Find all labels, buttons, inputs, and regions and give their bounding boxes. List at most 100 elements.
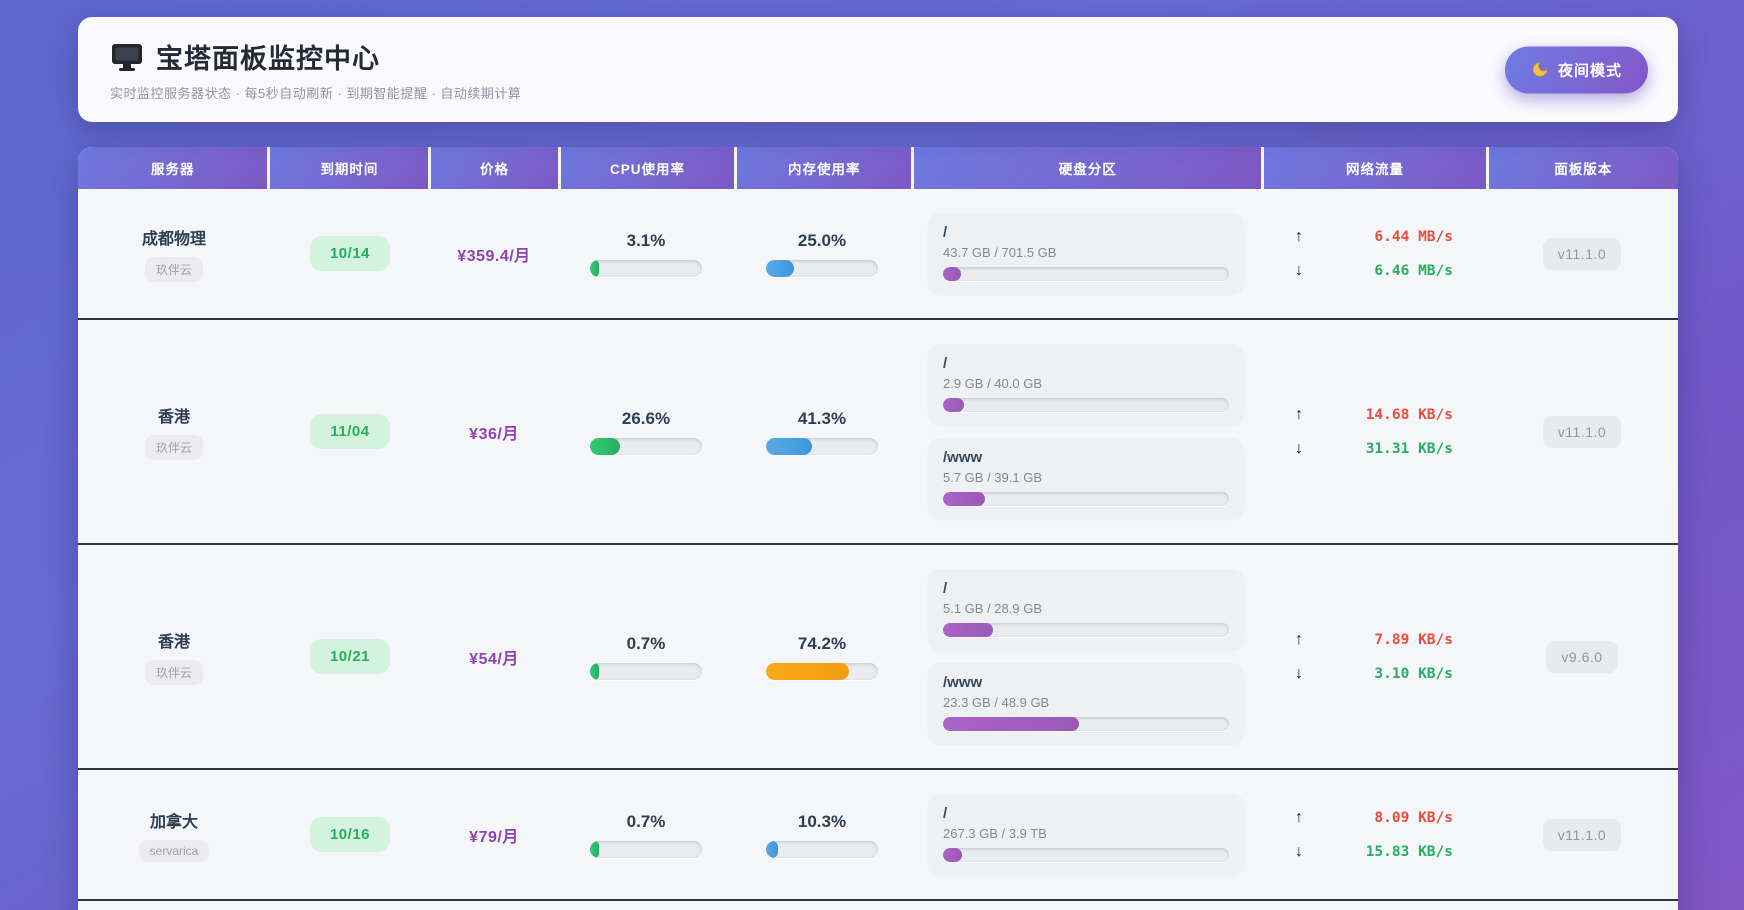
network-cell: ↑ 14.68 KB/s ↓ 31.31 KB/s [1262,406,1486,458]
table-header-row: 服务器 到期时间 价格 CPU使用率 内存使用率 硬盘分区 网络流量 面板版本 [78,147,1678,189]
server-cell: 香港 玖伴云 [78,403,270,460]
disk-usage-text: 5.1 GB / 28.9 GB [943,601,1042,616]
download-arrow-icon: ↓ [1295,261,1303,279]
disk-mount-point: / [943,580,948,597]
memory-progress-bar [766,259,878,277]
disk-mount-point: /www [943,674,983,691]
price-text: ¥54/月 [469,650,519,668]
disk-cell: / 5.1 GB / 28.9 GB /www 23.3 GB / 48.9 G… [910,569,1262,744]
server-name: 香港 [157,634,190,651]
table-row: 加拿大 servarica 10/16 ¥79/月 0.7% 10.3% / 2… [78,768,1678,899]
disk-progress-bar [943,848,1229,862]
version-cell: v11.1.0 [1486,415,1678,448]
disk-usage-text: 2.9 GB / 40.0 GB [943,376,1042,391]
cpu-percent: 26.6% [621,408,671,428]
disk-partition-card: / 267.3 GB / 3.9 TB [928,794,1244,875]
cpu-cell: 3.1% [558,231,734,277]
cpu-progress-bar [590,259,702,277]
cpu-cell: 0.7% [558,812,734,858]
column-header: 网络流量 [1264,147,1486,189]
download-line: ↓ 31.31 KB/s [1295,440,1453,458]
panel-version-badge: v9.6.0 [1546,640,1618,673]
column-header: 服务器 [78,147,268,189]
table-row: 香港 玖伴云 10/21 ¥54/月 0.7% 74.2% / 5.1 GB /… [78,543,1678,768]
memory-percent: 41.3% [797,408,847,428]
upload-speed: 7.89 KB/s [1374,631,1453,648]
upload-arrow-icon: ↑ [1295,808,1303,826]
moon-icon [1531,61,1549,79]
server-cell: 成都物理 玖伴云 [78,225,270,282]
price-text: ¥36/月 [469,425,519,443]
upload-speed: 6.44 MB/s [1374,228,1453,245]
expiry-badge: 10/16 [309,817,391,852]
download-line: ↓ 6.46 MB/s [1295,262,1453,280]
memory-percent: 74.2% [797,633,847,653]
upload-line: ↑ 6.44 MB/s [1295,228,1453,246]
price-text: ¥79/月 [469,828,519,846]
page-subtitle: 实时监控服务器状态 · 每5秒自动刷新 · 到期智能提醒 · 自动续期计算 [110,86,522,101]
disk-progress-bar [943,492,1229,506]
disk-progress-fill [943,267,961,281]
provider-badge: servarica [138,839,210,862]
upload-speed: 14.68 KB/s [1365,406,1453,423]
panel-version-badge: v11.1.0 [1542,415,1622,448]
provider-badge: 玖伴云 [144,660,203,685]
disk-usage-text: 267.3 GB / 3.9 TB [943,826,1047,841]
server-name: 成都物理 [141,231,206,248]
price-cell: ¥54/月 [430,645,558,669]
disk-partition-card: /www 23.3 GB / 48.9 GB [928,663,1244,744]
expiry-cell: 10/14 [270,236,430,271]
table-row: 香港 玖伴云 11/04 ¥36/月 26.6% 41.3% / 2.9 GB … [78,318,1678,543]
disk-progress-fill [943,717,1080,731]
disk-usage-text: 43.7 GB / 701.5 GB [943,245,1057,260]
disk-partition-card: / 43.7 GB / 701.5 GB [928,213,1244,294]
panel-version-badge: v11.1.0 [1542,237,1622,270]
expiry-badge: 10/14 [309,236,391,271]
expiry-cell: 10/16 [270,817,430,852]
disk-mount-point: /www [943,449,983,466]
server-rows: 成都物理 玖伴云 10/14 ¥359.4/月 3.1% 25.0% / 43.… [78,189,1678,910]
memory-cell: 10.3% [734,812,910,858]
expiry-cell: 10/21 [270,639,430,674]
server-name: 加拿大 [149,813,198,831]
memory-progress-fill [766,259,794,277]
download-speed: 31.31 KB/s [1365,440,1453,457]
memory-percent: 10.3% [797,811,847,831]
column-header: 到期时间 [270,147,429,189]
night-mode-button[interactable]: 夜间模式 [1504,46,1648,93]
cpu-cell: 26.6% [558,409,734,455]
cpu-percent: 0.7% [626,811,666,831]
disk-progress-bar [943,623,1229,637]
disk-mount-point: / [943,224,948,241]
cpu-cell: 0.7% [558,634,734,680]
download-line: ↓ 3.10 KB/s [1295,665,1453,683]
column-header: 价格 [431,147,558,189]
download-arrow-icon: ↓ [1295,439,1303,457]
upload-speed: 8.09 KB/s [1374,809,1453,826]
cpu-percent: 3.1% [626,230,666,250]
disk-progress-bar [943,717,1229,731]
disk-progress-fill [943,492,985,506]
disk-cell: / 2.9 GB / 40.0 GB /www 5.7 GB / 39.1 GB [910,344,1262,519]
memory-progress-bar [766,437,878,455]
night-mode-label: 夜间模式 [1557,62,1622,79]
network-cell: ↑ 8.09 KB/s ↓ 15.83 KB/s [1262,809,1486,861]
version-cell: v9.6.0 [1486,640,1678,673]
price-cell: ¥79/月 [430,823,558,847]
panel-version-badge: v11.1.0 [1542,818,1622,851]
disk-partition-card: / 2.9 GB / 40.0 GB [928,344,1244,425]
memory-progress-bar [766,662,878,680]
download-speed: 3.10 KB/s [1374,665,1453,682]
upload-arrow-icon: ↑ [1295,227,1303,245]
download-speed: 15.83 KB/s [1365,843,1453,860]
download-arrow-icon: ↓ [1295,842,1303,860]
column-header: CPU使用率 [560,147,735,189]
disk-mount-point: / [943,805,948,822]
memory-percent: 25.0% [797,230,847,250]
disk-mount-point: / [943,355,948,372]
disk-progress-fill [943,398,964,412]
cpu-percent: 0.7% [626,633,666,653]
page-title: 宝塔面板监控中心 [156,44,380,74]
memory-cell: 41.3% [734,409,910,455]
column-header: 内存使用率 [737,147,912,189]
